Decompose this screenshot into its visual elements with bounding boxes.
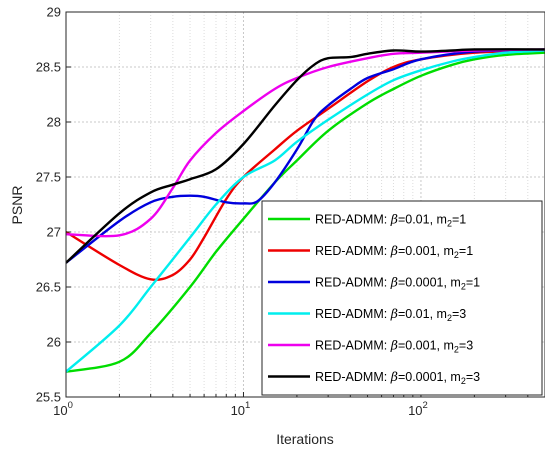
x-tick-exponent: 2: [423, 400, 428, 411]
legend-box: [261, 200, 543, 396]
series-line-4: [66, 49, 545, 373]
series-layer: [66, 48, 545, 373]
x-tick-exponent: 0: [68, 400, 73, 411]
legend-label-1: RED-ADMM: β=0.01, m2=1: [315, 212, 466, 229]
legend-label-4: RED-ADMM: β=0.01, m2=3: [315, 306, 466, 323]
x-tick-exponent: 1: [245, 400, 250, 411]
series-line-3: [66, 48, 545, 264]
x-tick-label: 100: [53, 400, 73, 418]
y-axis-label: PSNR: [9, 186, 25, 225]
x-axis-label: Iterations: [276, 431, 334, 447]
x-tick-base: 10: [231, 403, 245, 418]
y-tick-label: 28.5: [36, 60, 61, 75]
y-tick-label: 27.5: [36, 170, 61, 185]
legend: RED-ADMM: β=0.01, m2=1 RED-ADMM: β=0.001,…: [261, 200, 543, 396]
legend-label-3: RED-ADMM: β=0.0001, m2=1: [315, 275, 480, 292]
y-tick-label: 28: [47, 115, 61, 130]
legend-label-6: RED-ADMM: β=0.0001, m2=3: [315, 369, 480, 386]
series-line-5: [66, 48, 545, 238]
series-line-1: [66, 51, 545, 373]
x-tick-base: 10: [53, 403, 67, 418]
x-tick-label: 101: [231, 400, 251, 418]
y-tick-label: 26: [47, 335, 61, 350]
x-tick-base: 10: [408, 403, 422, 418]
y-tick-label: 27: [47, 225, 61, 240]
legend-label-5: RED-ADMM: β=0.001, m2=3: [315, 338, 473, 355]
plot-frame: [65, 11, 545, 398]
y-tick-label: 29: [47, 5, 61, 20]
y-tick-label: 25.5: [36, 390, 61, 405]
y-tick-label: 26.5: [36, 280, 61, 295]
series-line-6: [66, 48, 545, 264]
legend-label-2: RED-ADMM: β=0.001, m2=1: [315, 243, 473, 260]
x-tick-label: 102: [408, 400, 428, 418]
